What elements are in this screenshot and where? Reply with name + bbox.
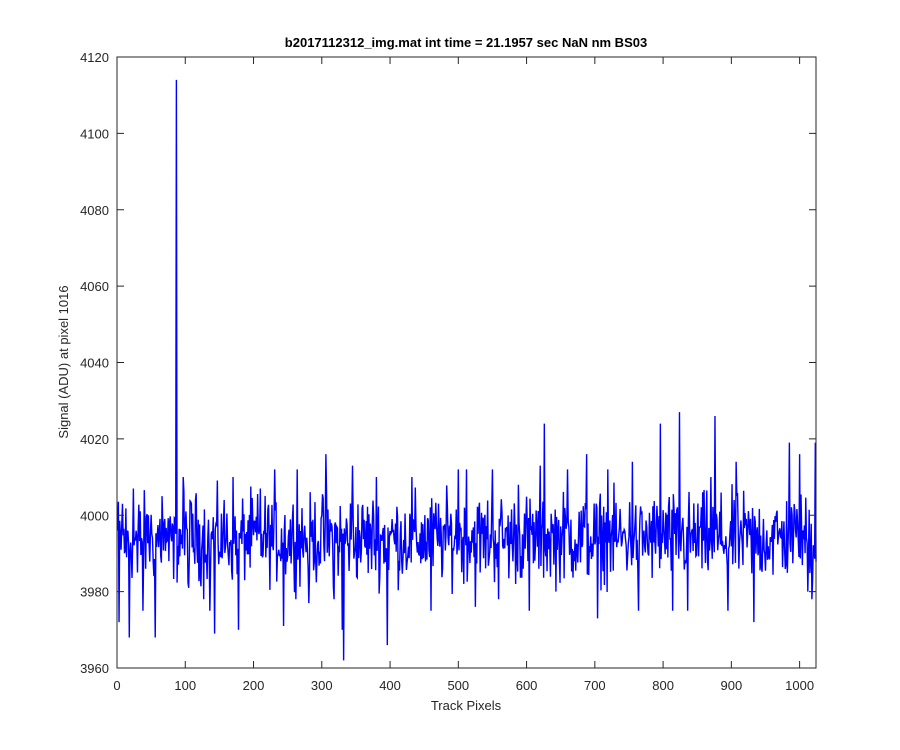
x-tick-label: 900 <box>721 678 743 693</box>
chart-title: b2017112312_img.mat int time = 21.1957 s… <box>285 35 647 50</box>
y-tick-label: 3980 <box>80 585 109 600</box>
x-tick-label: 500 <box>447 678 469 693</box>
series-layer <box>116 79 817 661</box>
y-tick-label: 4040 <box>80 356 109 371</box>
x-tick-label: 800 <box>652 678 674 693</box>
x-axis: 0 100 200 300 400 500 600 700 800 900 1000 <box>113 57 814 693</box>
y-tick-label: 4060 <box>80 279 109 294</box>
y-tick-label: 4100 <box>80 126 109 141</box>
x-tick-label: 600 <box>516 678 538 693</box>
x-tick-label: 700 <box>584 678 606 693</box>
x-tick-label: 300 <box>311 678 333 693</box>
y-axis-label: Signal (ADU) at pixel 1016 <box>56 285 71 438</box>
y-tick-label: 3960 <box>80 661 109 676</box>
x-tick-label: 1000 <box>785 678 814 693</box>
plot-area <box>116 56 817 669</box>
y-tick-label: 4080 <box>80 203 109 218</box>
y-tick-label: 4120 <box>80 50 109 65</box>
x-tick-label: 100 <box>174 678 196 693</box>
y-axis: 3960 3980 4000 4020 4040 4060 4080 4100 4120 <box>80 50 816 676</box>
y-tick-label: 4000 <box>80 508 109 523</box>
x-tick-label: 200 <box>243 678 265 693</box>
x-tick-label: 400 <box>379 678 401 693</box>
y-tick-label: 4020 <box>80 432 109 447</box>
series-line <box>116 79 817 661</box>
x-axis-label: Track Pixels <box>431 698 502 713</box>
x-tick-label: 0 <box>113 678 120 693</box>
